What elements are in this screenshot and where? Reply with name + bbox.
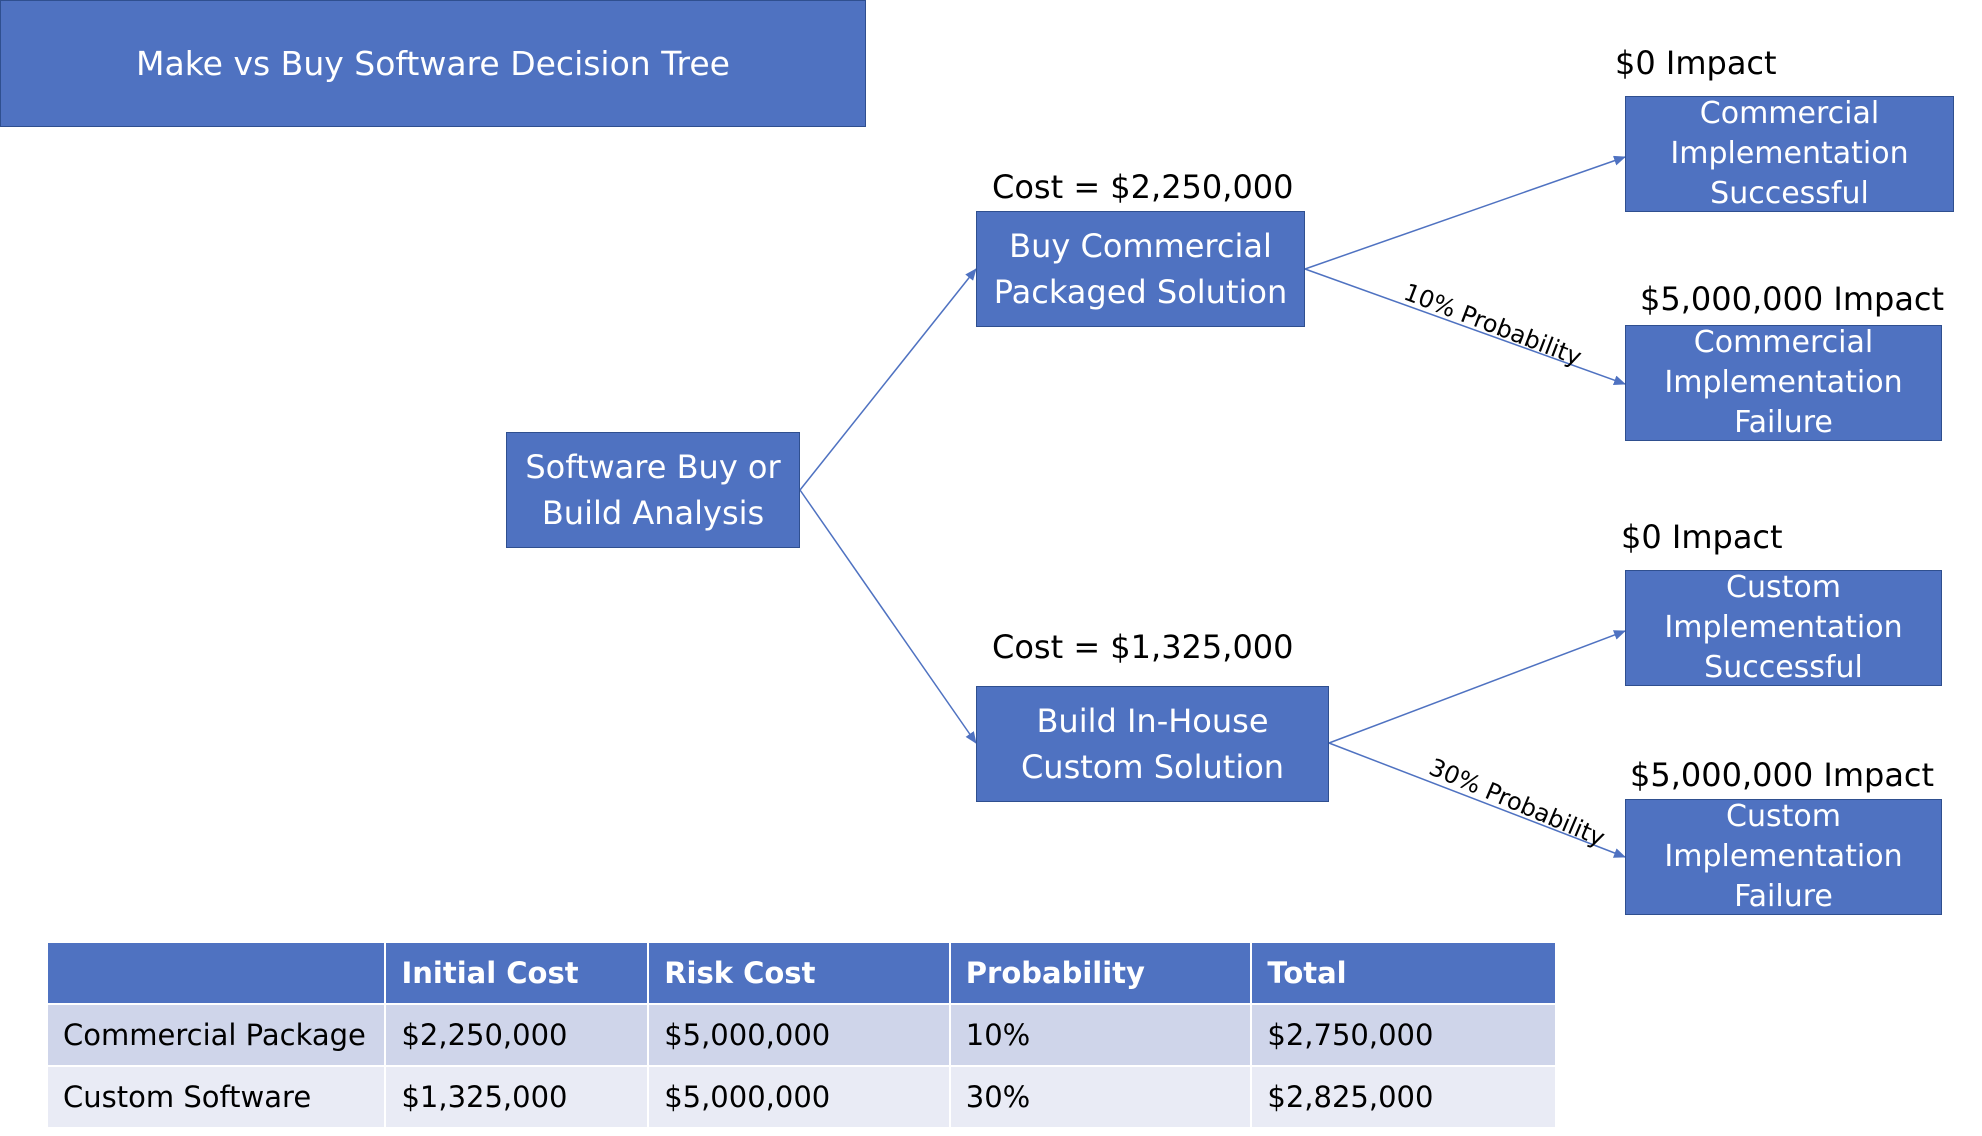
leaf-1-line-2: Implementation xyxy=(1670,136,1909,171)
node-software-buy-or-build: Software Buy or Build Analysis xyxy=(506,432,800,548)
buy-failure-impact: $5,000,000 Impact xyxy=(1640,280,1945,318)
node-build-line-2: Custom Solution xyxy=(1020,748,1285,786)
leaf-3-line-3: Successful xyxy=(1704,650,1863,685)
node-buy-line-1: Buy Commercial xyxy=(1009,227,1272,265)
edge-buy-to-success xyxy=(1304,155,1626,270)
table-cell: 30% xyxy=(948,1065,1253,1129)
node-buy-commercial: Buy Commercial Packaged Solution xyxy=(976,211,1305,327)
leaf-1-line-3: Successful xyxy=(1710,176,1869,211)
edge-build-to-failure xyxy=(1328,742,1626,858)
table-header-label xyxy=(45,941,387,1005)
table-cell: $2,250,000 xyxy=(384,1003,650,1067)
table-row: Custom Software $1,325,000 $5,000,000 30… xyxy=(45,1065,1557,1129)
leaf-2-line-2: Implementation xyxy=(1664,365,1903,400)
edge-buy-to-failure xyxy=(1304,268,1626,385)
buy-cost-label: Cost = $2,250,000 xyxy=(992,168,1294,206)
table-cell: $2,825,000 xyxy=(1250,1065,1557,1129)
leaf-4-line-1: Custom xyxy=(1726,799,1841,834)
diagram-title: Make vs Buy Software Decision Tree xyxy=(0,0,866,127)
build-success-impact: $0 Impact xyxy=(1621,518,1783,556)
node-commercial-success: Commercial Implementation Successful xyxy=(1625,96,1954,212)
node-build-line-1: Build In-House xyxy=(1036,702,1269,740)
table-cell: Commercial Package xyxy=(45,1003,387,1067)
table-header-probability: Probability xyxy=(948,941,1253,1005)
table-cell: $5,000,000 xyxy=(647,1065,951,1129)
node-build-in-house: Build In-House Custom Solution xyxy=(976,686,1329,802)
table-header-row: Initial Cost Risk Cost Probability Total xyxy=(45,941,1557,1005)
leaf-3-line-2: Implementation xyxy=(1664,610,1903,645)
edge-root-to-build xyxy=(799,489,977,744)
leaf-4-line-2: Implementation xyxy=(1664,839,1903,874)
table-header-initial-cost: Initial Cost xyxy=(384,941,650,1005)
diagram-title-text: Make vs Buy Software Decision Tree xyxy=(136,44,730,83)
node-commercial-failure: Commercial Implementation Failure xyxy=(1625,325,1942,441)
table-header-risk-cost: Risk Cost xyxy=(647,941,951,1005)
table-cell: $5,000,000 xyxy=(647,1003,951,1067)
edge-root-to-buy xyxy=(799,268,977,491)
table-row: Commercial Package $2,250,000 $5,000,000… xyxy=(45,1003,1557,1067)
table-cell: Custom Software xyxy=(45,1065,387,1129)
build-cost-label: Cost = $1,325,000 xyxy=(992,628,1294,666)
node-custom-failure: Custom Implementation Failure xyxy=(1625,799,1942,915)
buy-success-impact: $0 Impact xyxy=(1615,44,1777,82)
leaf-2-line-3: Failure xyxy=(1734,405,1833,440)
leaf-2-line-1: Commercial xyxy=(1693,325,1874,360)
table-cell: $1,325,000 xyxy=(384,1065,650,1129)
node-buy-line-2: Packaged Solution xyxy=(993,273,1288,311)
node-root-line-1: Software Buy or xyxy=(525,448,781,486)
node-root-line-2: Build Analysis xyxy=(541,494,765,532)
node-custom-success: Custom Implementation Successful xyxy=(1625,570,1942,686)
leaf-4-line-3: Failure xyxy=(1734,879,1833,914)
cost-summary-table: Initial Cost Risk Cost Probability Total… xyxy=(45,941,1557,1129)
leaf-3-line-1: Custom xyxy=(1726,570,1841,605)
build-failure-impact: $5,000,000 Impact xyxy=(1630,756,1935,794)
table-header-total: Total xyxy=(1250,941,1557,1005)
table-cell: 10% xyxy=(948,1003,1253,1067)
table-cell: $2,750,000 xyxy=(1250,1003,1557,1067)
leaf-1-line-1: Commercial xyxy=(1699,96,1880,131)
edge-build-to-success xyxy=(1328,630,1626,744)
